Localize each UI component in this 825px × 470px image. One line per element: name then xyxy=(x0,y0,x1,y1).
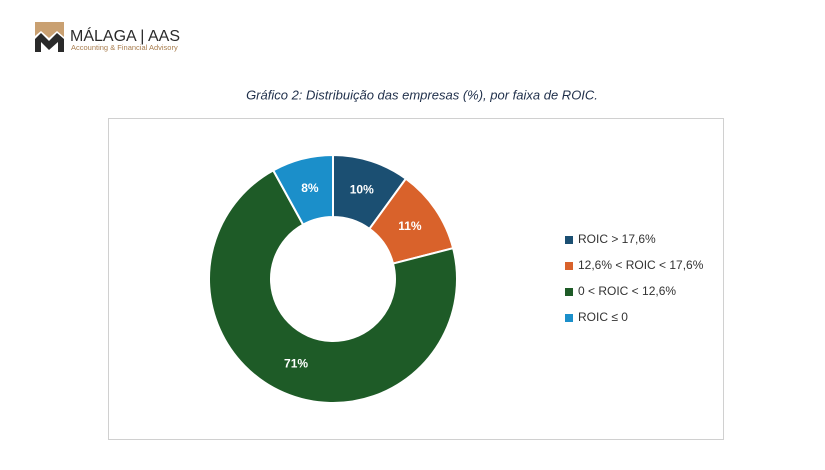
legend-label: ROIC ≤ 0 xyxy=(578,310,628,324)
data-label: 71% xyxy=(284,357,308,371)
logo-mark-bottom xyxy=(35,33,64,52)
legend-label: 12,6% < ROIC < 17,6% xyxy=(578,258,704,272)
data-label: 8% xyxy=(301,181,319,195)
donut-slice xyxy=(208,168,458,404)
donut-slice xyxy=(271,153,334,227)
logo-subtitle: Accounting & Financial Advisory xyxy=(71,43,178,52)
logo-title: MÁLAGA | AAS xyxy=(70,26,180,45)
legend-swatch xyxy=(565,314,573,322)
legend-swatch xyxy=(565,288,573,296)
data-label: 10% xyxy=(350,183,374,197)
chart-title: Gráfico 2: Distribuição das empresas (%)… xyxy=(246,87,598,102)
legend-label: ROIC > 17,6% xyxy=(578,232,656,246)
legend-swatch xyxy=(565,262,573,270)
logo-mark-top xyxy=(35,22,64,38)
data-label: 11% xyxy=(398,219,422,233)
legend-label: 0 < ROIC < 12,6% xyxy=(578,284,676,298)
logo: MÁLAGA | AAS Accounting & Financial Advi… xyxy=(35,22,180,52)
legend-swatch xyxy=(565,236,573,244)
